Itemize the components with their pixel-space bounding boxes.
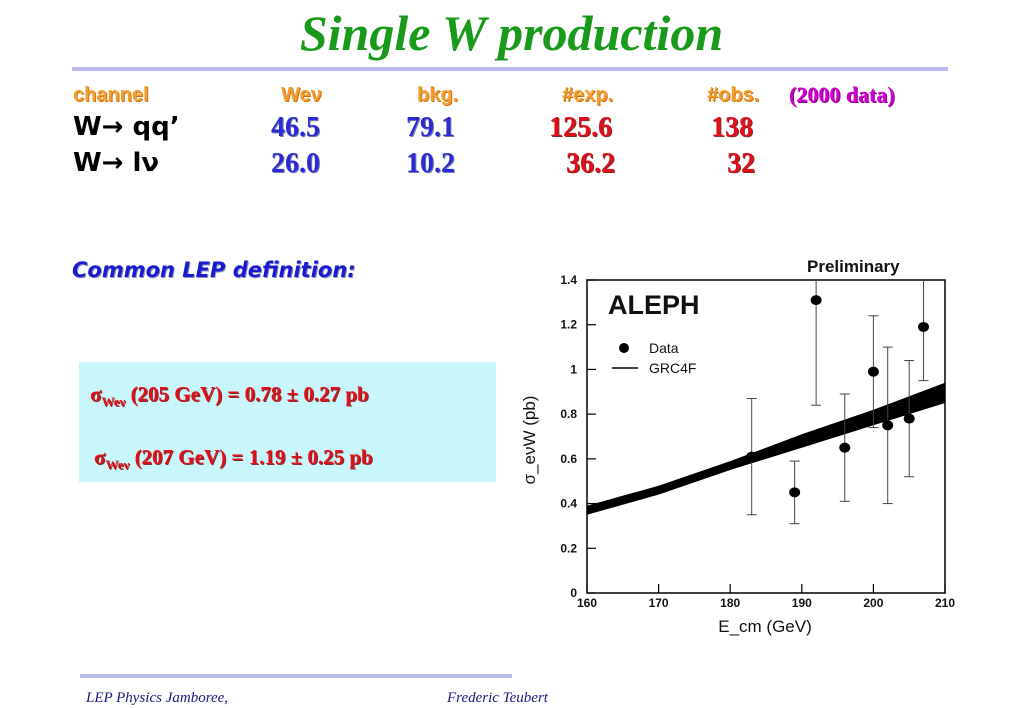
header-exp: #exp.	[562, 84, 614, 106]
preliminary-label: Preliminary	[807, 257, 900, 276]
row2-bkg: 10.2	[406, 148, 455, 179]
row2-obs: 32	[727, 148, 755, 179]
results-box: σWeν (205 GeV) = 0.78 ± 0.27 pb σWeν (20…	[79, 362, 496, 482]
header-wev: Weν	[281, 84, 322, 106]
result-205: σWeν (205 GeV) = 0.78 ± 0.27 pb	[90, 382, 369, 410]
x-tick-label: 170	[649, 596, 669, 610]
row1-wev: 46.5	[271, 112, 320, 143]
data-point	[789, 487, 801, 498]
y-tick-label: 0.8	[560, 407, 577, 421]
row2-channel: W→ lν	[73, 148, 160, 178]
title-divider	[72, 67, 948, 71]
footer-author: Frederic Teubert	[447, 690, 548, 706]
legend-data-label: Data	[649, 340, 679, 356]
legend-grc4f-label: GRC4F	[649, 360, 696, 376]
y-tick-label: 1.2	[560, 318, 577, 332]
header-channel: channel	[73, 84, 149, 106]
data-point	[918, 321, 930, 332]
grc4f-band	[587, 382, 945, 515]
y-tick-label: 1	[570, 362, 577, 376]
data-point	[903, 413, 915, 424]
row1-exp: 125.6	[549, 112, 612, 143]
x-tick-label: 190	[792, 596, 812, 610]
aleph-cross-section-chart: 160 170 180 190 200 210 0 0.2 0.4 0.6 0.8 1 1.2 1.4 A…	[520, 257, 955, 636]
row1-obs: 138	[711, 112, 753, 143]
result-207: σWeν (207 GeV) = 1.19 ± 0.25 pb	[94, 445, 373, 473]
sigma-subscript: Weν	[101, 394, 126, 410]
header-obs: #obs.	[707, 84, 760, 106]
header-data-year: (2000 data)	[789, 82, 895, 107]
data-point	[867, 366, 879, 377]
lep-definition-label: Common LEP definition:	[72, 258, 356, 282]
y-tick-label: 0.2	[560, 541, 577, 555]
chart-title: ALEPH	[608, 290, 700, 320]
footer-divider	[80, 674, 512, 678]
row2-exp: 36.2	[566, 148, 615, 179]
row2-wev: 26.0	[271, 148, 320, 179]
data-point	[839, 442, 851, 453]
y-axis-label: σ_eνW (pb)	[520, 396, 539, 485]
plot-frame	[586, 279, 946, 594]
data-point	[746, 451, 758, 462]
y-tick-label: 0.6	[560, 452, 577, 466]
slide-title: Single W production	[299, 5, 724, 61]
footer-event: LEP Physics Jamboree,	[86, 690, 229, 706]
data-point	[882, 420, 894, 431]
result-text: (205 GeV) = 0.78 ± 0.27 pb	[125, 382, 369, 406]
x-tick-label: 200	[863, 596, 883, 610]
y-tick-label: 1.4	[560, 273, 577, 287]
x-tick-label: 160	[577, 596, 597, 610]
row1-channel: W→ qq’	[73, 112, 180, 142]
data-point	[810, 295, 822, 306]
row1-bkg: 79.1	[406, 112, 455, 143]
x-axis-label: E_cm (GeV)	[718, 617, 812, 636]
x-tick-label: 180	[720, 596, 740, 610]
y-tick-label: 0	[570, 586, 577, 600]
x-tick-label: 210	[935, 596, 955, 610]
header-bkg: bkg.	[417, 84, 459, 106]
sigma-symbol: σ	[90, 382, 102, 406]
result-text: (207 GeV) = 1.19 ± 0.25 pb	[129, 445, 373, 469]
legend-data-marker	[619, 343, 629, 353]
y-tick-label: 0.4	[560, 497, 577, 511]
sigma-symbol: σ	[94, 445, 106, 469]
sigma-subscript: Weν	[105, 457, 130, 473]
